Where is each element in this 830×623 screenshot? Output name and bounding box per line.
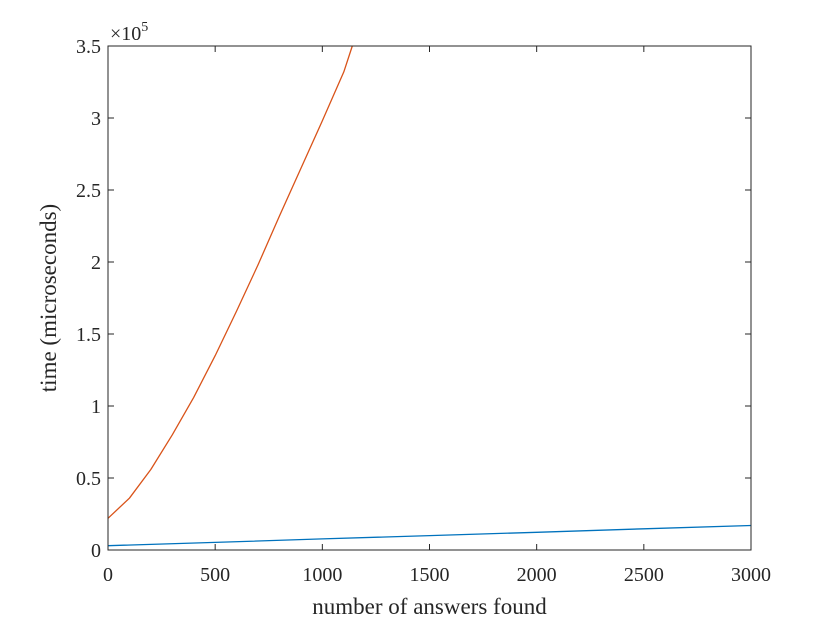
y-axis-exponent: ×105 — [110, 20, 148, 45]
x-tick-label: 1000 — [302, 564, 342, 586]
x-tick-label: 0 — [103, 564, 113, 586]
y-tick-label: 2.5 — [76, 180, 101, 202]
y-tick-label: 0 — [91, 540, 101, 562]
series-layer — [107, 45, 752, 547]
x-axis-title: number of answers found — [312, 594, 547, 619]
y-axis-title: time (microseconds) — [36, 204, 61, 392]
y-tick-labels: 0 0.5 1 1.5 2 2.5 3 3.5 — [76, 36, 101, 562]
x-tick-label: 2000 — [517, 564, 557, 586]
y-tick-label: 2 — [91, 252, 101, 274]
x-tick-label: 2500 — [624, 564, 664, 586]
series-line-2 — [107, 45, 353, 519]
y-tick-label: 1 — [91, 396, 101, 418]
x-tick-label: 1500 — [410, 564, 450, 586]
y-tick-label: 3 — [91, 108, 101, 130]
plot-area — [108, 46, 751, 550]
x-tick-label: 3000 — [731, 564, 771, 586]
x-tick-label: 500 — [200, 564, 230, 586]
axes-box — [107, 45, 752, 551]
y-tick-label: 3.5 — [76, 36, 101, 58]
x-tick-labels: 0 500 1000 1500 2000 2500 3000 — [103, 564, 771, 586]
series-line-1 — [107, 524, 752, 547]
y-tick-label: 0.5 — [76, 468, 101, 490]
y-tick-label: 1.5 — [76, 324, 101, 346]
